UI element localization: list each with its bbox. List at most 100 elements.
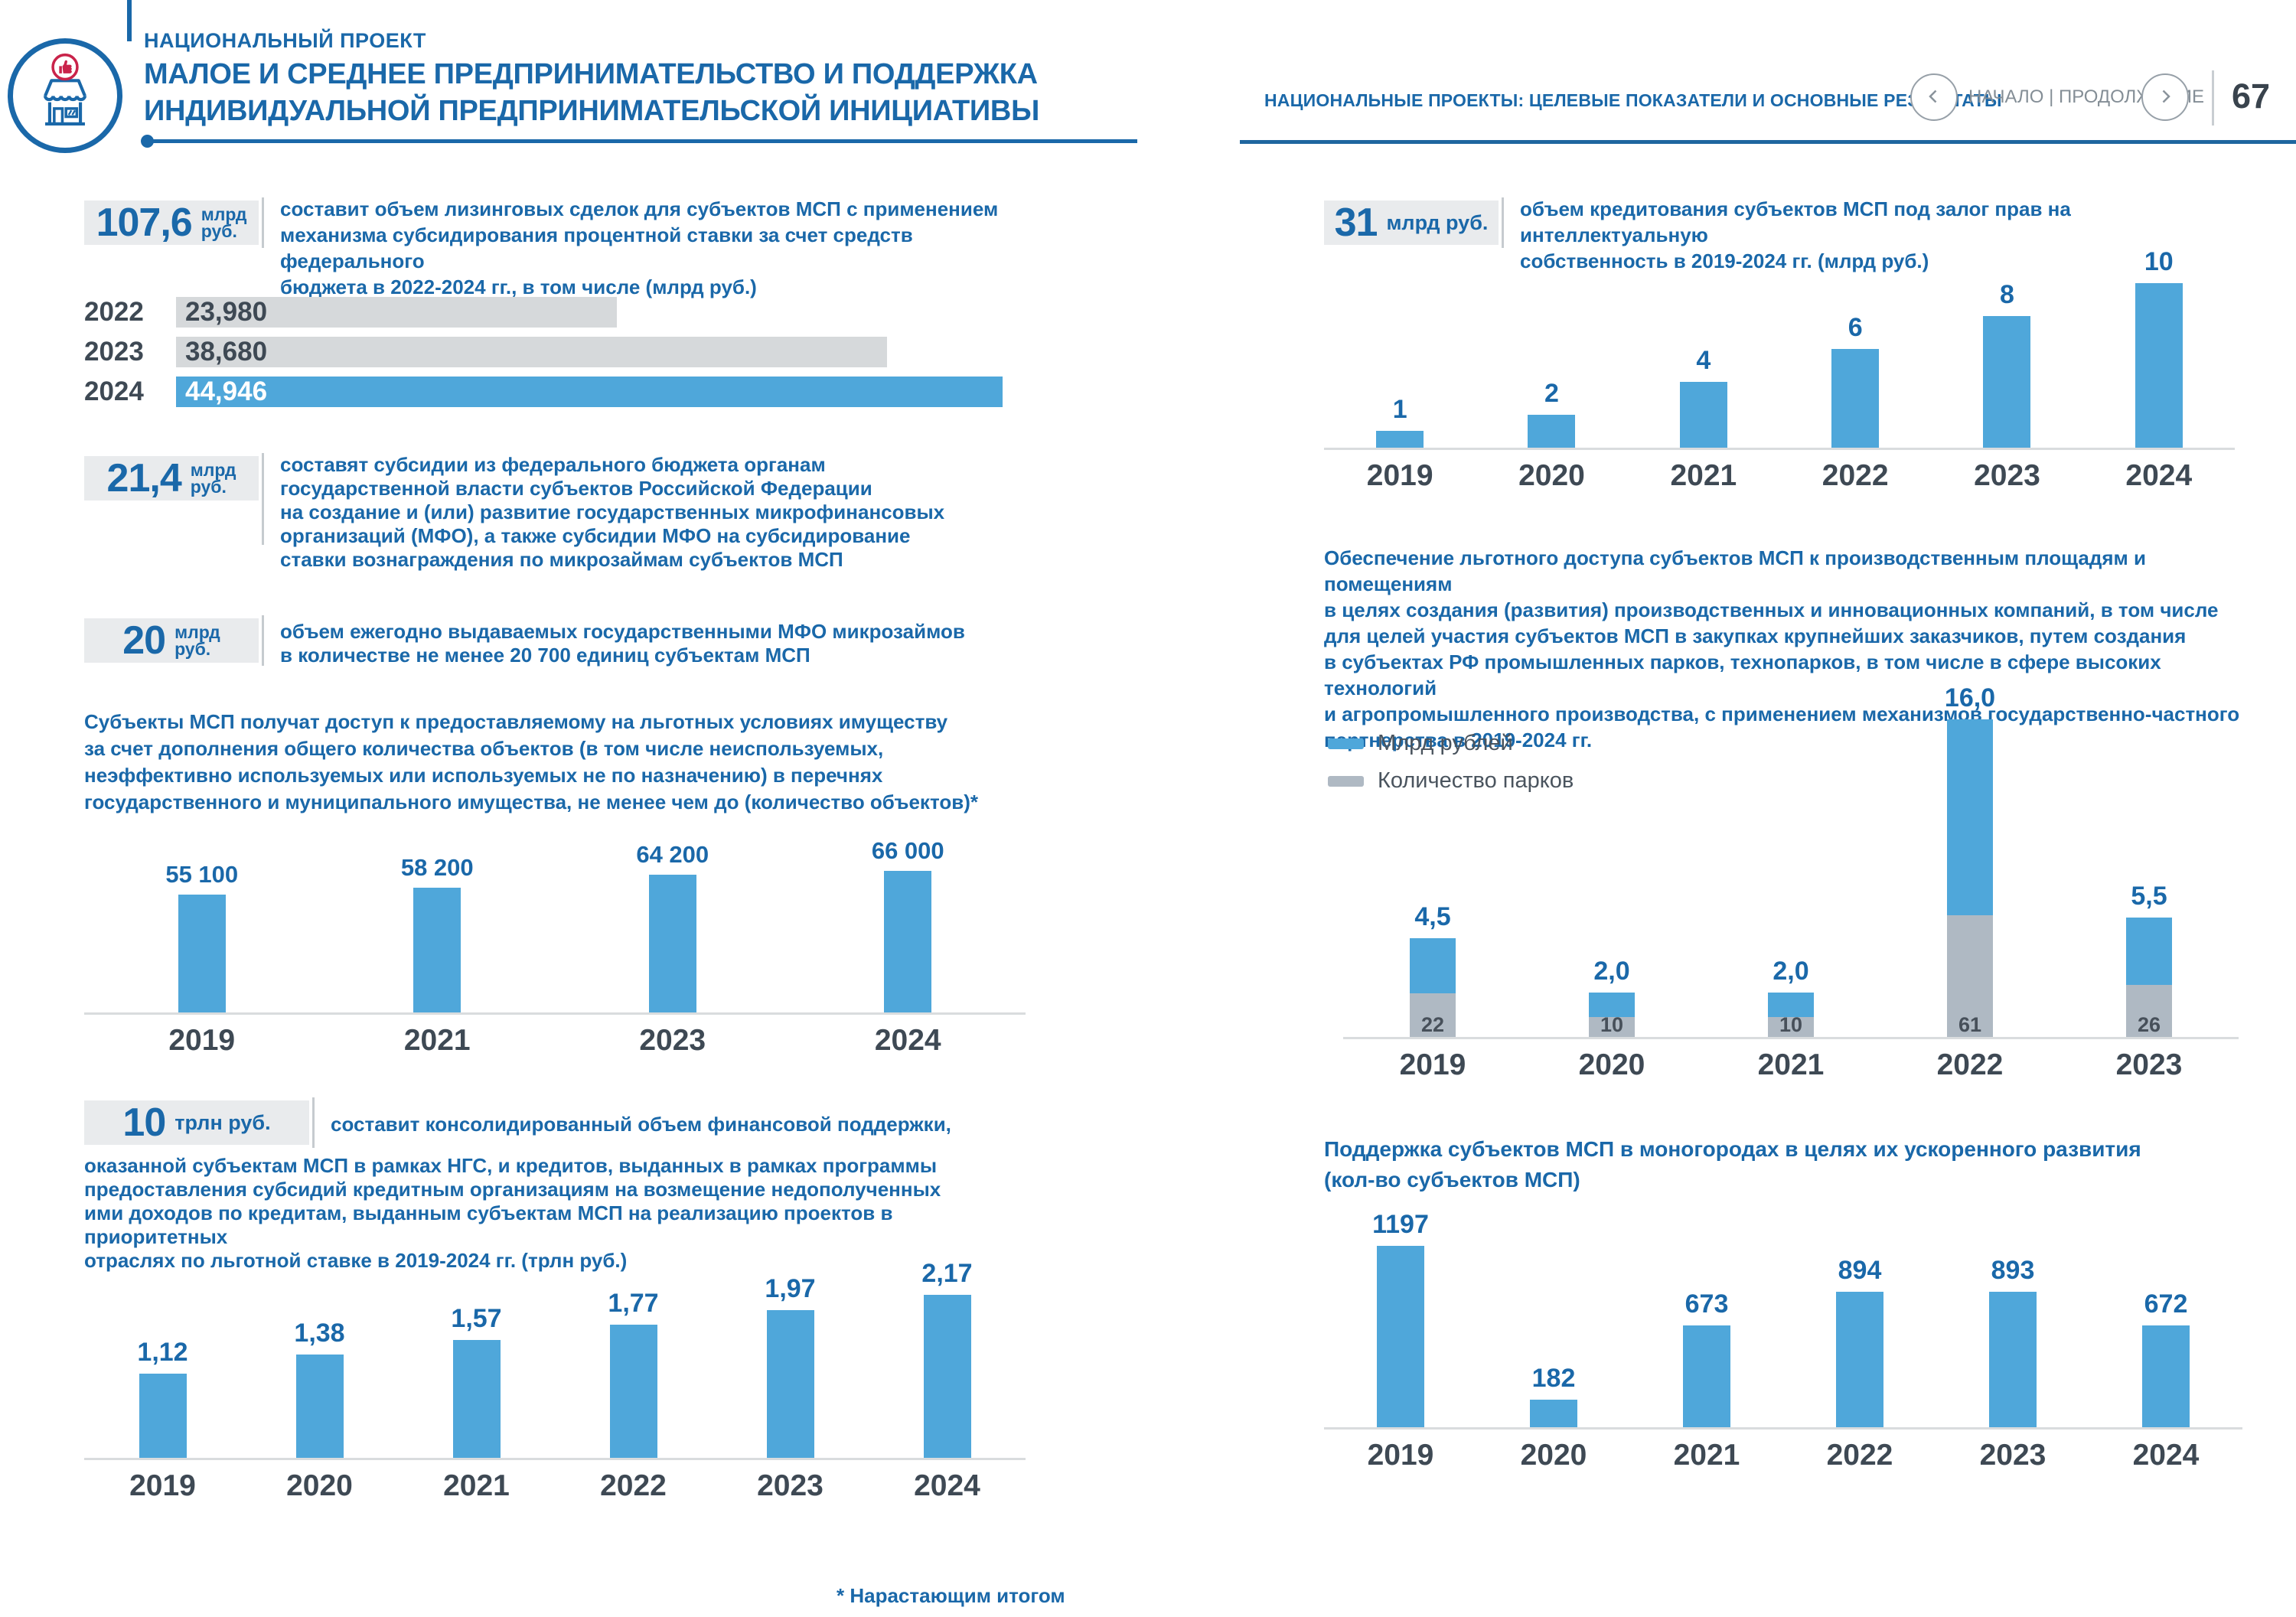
value-label: 66 000 [871,837,944,864]
year-label: 2022 [1826,1439,1893,1472]
year-label: 2023 [757,1469,823,1502]
year-label: 2022 [84,297,144,327]
value-label: 4 [1696,346,1711,375]
chart-column: 2 [1476,379,1627,448]
year-label: 2019 [1399,1048,1466,1081]
title-rule [150,139,1137,143]
value-label: 2,0 [1593,957,1630,986]
stat-ip-credit-unit: млрд руб. [1386,210,1489,234]
stacked-bar: 10 [1768,993,1814,1037]
chart-column: 5,5 26 [2060,882,2239,1037]
parks-count-label: 10 [1600,1013,1624,1036]
parks-segment: 10 [1768,1013,1814,1037]
year-label: 2019 [129,1469,196,1502]
bar [609,1325,657,1458]
value-label: 673 [1684,1289,1729,1319]
stat-leasing-unit: млрд руб. [201,206,247,240]
storefront-icon [20,49,110,143]
project-kicker: НАЦИОНАЛЬНЫЙ ПРОЕКТ [144,29,426,52]
bar [1831,349,1880,448]
unit-line2: руб. [201,221,237,241]
chart-years-row: 2019 2020 2021 2022 2023 2024 [1324,450,2235,493]
chart-leasing-volume: 2022 23,980 2023 38,680 2024 44,946 [84,297,1026,416]
stat-consolidated-unit: трлн руб. [174,1110,271,1134]
bar-track: 23,980 [176,297,1026,328]
stat-divider [262,197,264,248]
stat-consolidated-desc-rest: оказанной субъектам МСП в рамках НГС, и … [84,1154,941,1272]
stat-leasing-value: 107,6 [96,200,193,245]
value-label: 1,97 [765,1274,816,1303]
chart-column: 66 000 [791,837,1026,1012]
bar [1983,316,2031,448]
stat-leasing-box: 107,6 млрд руб. [84,200,259,245]
value-label: 64 200 [636,841,709,868]
stat-subsidies-value: 21,4 [106,456,182,500]
nav-prev-button[interactable] [1910,73,1958,121]
year-label: 2020 [1520,1439,1587,1472]
year-label: 2021 [1670,459,1737,492]
chart-monotowns: 1197 182 673 894 893 672 2019 2020 2021 2022 2023… [1324,1208,2242,1472]
year-label: 2023 [639,1024,706,1057]
year-label: 2021 [1757,1048,1825,1081]
stacked-bar: 22 [1410,938,1456,1037]
stacked-bar: 10 [1589,993,1635,1037]
legend-label: Количество парков [1378,768,1574,793]
year-label: 2019 [168,1024,236,1057]
bar [884,871,932,1012]
year-label: 2021 [443,1469,510,1502]
bar [1989,1292,2037,1427]
stat-microloans-desc: объем ежегодно выдаваемых государственны… [280,620,965,667]
value-label: 2,17 [921,1259,973,1288]
value-label: 182 [1531,1364,1576,1393]
stat-subsidies-desc: составят субсидии из федерального бюджет… [280,453,945,571]
rub-segment [1589,993,1635,1017]
value-label: 4,5 [1414,902,1451,931]
value-label: 58 200 [400,854,474,881]
chart-finance-support: 1,12 1,38 1,57 1,77 1,97 2,17 2019 2020 2021 202… [84,1259,1026,1503]
value-label: 6 [1848,313,1863,342]
chart-column: 1,38 [241,1319,398,1458]
year-label: 2024 [2125,459,2193,492]
unit-line1: млрд [201,204,247,224]
stat-consolidated-desc-line1: составит консолидированный объем финансо… [331,1113,951,1136]
value-label: 38,680 [185,337,268,367]
stat-microloans-unit: млрд руб. [174,624,220,658]
nav-next-button[interactable] [2141,73,2189,121]
chart-monotowns-title: Поддержка субъектов МСП в моногородах в … [1324,1137,2141,1192]
year-label: 2021 [403,1024,471,1057]
value-label: 1,12 [137,1338,188,1367]
chart-column: 2,17 [869,1259,1026,1458]
page-number-divider [2212,70,2214,126]
bar [1376,431,1424,448]
value-label: 2 [1544,379,1559,408]
chart-years-row: 2019 2020 2021 2022 2023 2024 [1324,1430,2242,1472]
chart-column: 1197 [1324,1210,1477,1427]
bar [923,1295,971,1458]
bar [2135,283,2183,448]
stat-microloans-value: 20 [122,618,166,663]
chart-column: 16,0 61 [1880,683,2060,1037]
chevron-left-icon [1923,85,1945,110]
section-label: НАЦИОНАЛЬНЫЕ ПРОЕКТЫ: ЦЕЛЕВЫЕ ПОКАЗАТЕЛИ… [1264,90,2002,110]
hbar-row: 2023 38,680 [84,337,1026,367]
chart-column: 64 200 [555,841,791,1012]
year-label: 2022 [600,1469,667,1502]
value-label: 10 [2144,247,2174,276]
parks-count-label: 26 [2137,1013,2161,1036]
year-label: 2023 [1979,1439,2047,1472]
rub-segment [1410,938,1456,993]
bar-track: 44,946 [176,377,1026,407]
unit-line1: млрд [190,460,236,480]
value-label: 23,980 [185,297,268,327]
project-logo [8,38,122,153]
year-label: 2019 [1367,1439,1434,1472]
bar [2142,1325,2190,1427]
value-label: 55 100 [165,861,239,888]
parks-segment: 10 [1589,1013,1635,1037]
value-label: 1,38 [294,1319,345,1348]
year-label: 2024 [2132,1439,2200,1472]
parks-segment: 61 [1947,915,1993,1037]
legend-swatch-gray [1328,775,1364,787]
bar [178,895,226,1012]
chart-column: 893 [1936,1256,2089,1427]
